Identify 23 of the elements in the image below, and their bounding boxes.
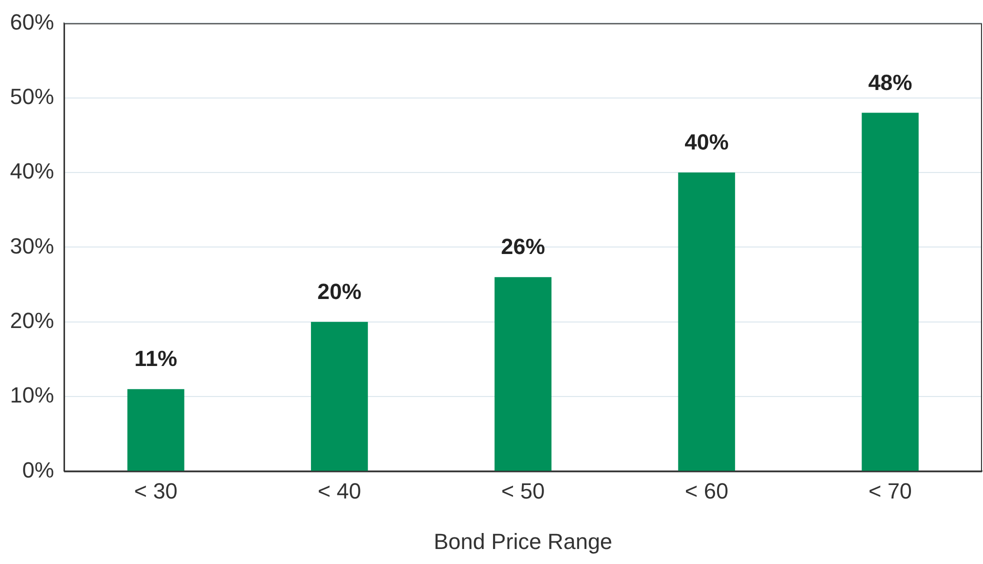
data-label: 26% (500, 234, 546, 260)
data-label: 48% (868, 70, 912, 95)
x-tick-label: < 40 (318, 478, 362, 504)
x-axis-title: Bond Price Range (434, 528, 612, 554)
y-tick-label: 50% (10, 84, 54, 109)
x-tick-label: < 60 (684, 478, 728, 504)
x-tick-label: < 30 (134, 478, 178, 504)
y-tick-label: 10% (10, 382, 54, 408)
bar (862, 112, 919, 471)
bar (678, 172, 736, 471)
y-tick-label: 20% (10, 308, 54, 333)
data-label: 20% (317, 278, 362, 304)
y-tick-label: 60% (10, 9, 54, 34)
bar (310, 322, 368, 471)
y-tick-label: 40% (10, 158, 54, 184)
data-label: 11% (134, 346, 178, 372)
y-tick-label: 30% (10, 233, 54, 258)
bar (494, 277, 552, 471)
data-label: 40% (684, 130, 729, 155)
bar (127, 389, 184, 471)
x-tick-label: < 70 (868, 478, 912, 504)
x-tick-label: < 50 (501, 478, 545, 504)
y-tick-label: 0% (22, 457, 54, 482)
